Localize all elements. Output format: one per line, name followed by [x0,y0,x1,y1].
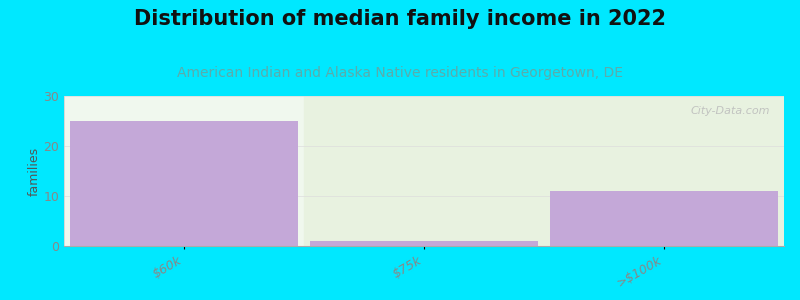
Bar [70,121,298,246]
Bar [310,241,538,246]
Bar [304,96,784,246]
Y-axis label: families: families [27,146,41,196]
Bar [550,191,778,246]
Text: Distribution of median family income in 2022: Distribution of median family income in … [134,9,666,29]
Text: City-Data.com: City-Data.com [690,106,770,116]
Text: American Indian and Alaska Native residents in Georgetown, DE: American Indian and Alaska Native reside… [177,66,623,80]
